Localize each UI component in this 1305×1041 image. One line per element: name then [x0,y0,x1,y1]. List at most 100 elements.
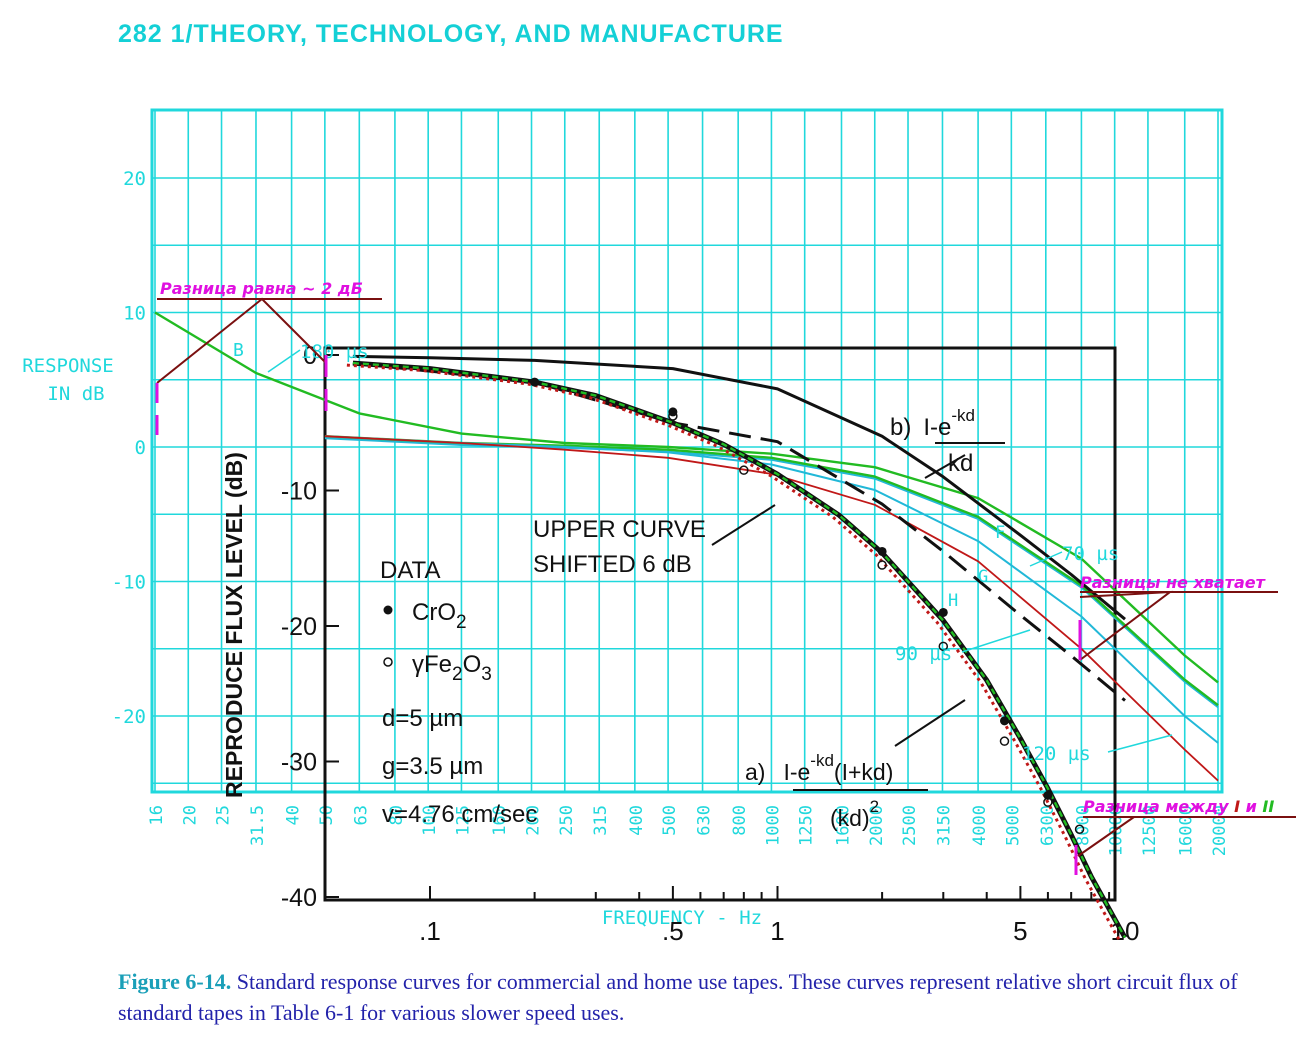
annotation-between: Разница между I и II [1083,797,1274,816]
leader-b [267,349,301,373]
x-tick-label: 1000 [763,805,783,846]
leader-between [1077,816,1135,857]
data-point-fe2o3 [999,736,1010,746]
x-tick-label: 315 [591,805,611,836]
label-formula-a-den: (kd)2 [830,797,879,831]
x-tick-label: 20 [180,805,200,825]
y-axis-label: RESPONSE IN dB [22,355,114,405]
legend-cro2: CrO2 [412,599,467,633]
label-90us: 90 µs [895,643,952,665]
y-axis-label-line1: RESPONSE [22,355,114,377]
x-tick-label: 4000 [970,805,990,846]
label-formula-b: b) I-e-kd [890,406,975,441]
label-curve-h: H [948,591,958,611]
curve-a-red-dotted [346,363,1121,941]
x-tick-label: 160 [490,805,510,836]
label-upper-curve-2: SHIFTED 6 dB [533,551,692,578]
annotation-between-roman1: I [1234,797,1240,816]
label-formula-a: a) I-e-kd(I+kd) [745,751,893,785]
curve-b-green [154,311,1219,684]
x-tick-label: 6300 [1038,805,1058,846]
legend-cro2-base: CrO [412,599,456,626]
legend-fe2o3-sub1: 2 [452,664,463,685]
y-tick-label: -20 [112,706,146,728]
label-formula-b-prefix: b) [890,414,911,441]
x-tick-label: 5000 [1003,805,1023,846]
label-formula-a-den-base: (kd) [830,805,870,831]
chart-svg: 16 20 25 31.5 40 50 63 80 100 125 160 200 250 315 400 5… [22,108,1296,946]
label-v-value: v=4.76 cm/sec [382,801,537,828]
x-tick-label: 100 [420,805,440,836]
label-d-value: d=5 µm [382,705,463,732]
x-tick-label: 630 [695,805,715,836]
y-tick-label: -10 [112,572,146,594]
data-point-cro2 [530,377,540,387]
x-tick-label: 25 [214,805,234,825]
x-tick-label: 400 [627,805,647,836]
label-data-title: DATA [380,557,440,584]
curve-g-cyan [324,435,1219,744]
x-tick-label: 16 [147,805,167,825]
data-point-fe2o3 [668,411,678,421]
leader-90us [961,629,1031,653]
inner-y-tick-label: -20 [281,613,317,641]
x-tick-label: 800 [730,805,750,836]
curve-a-green-overlay [352,361,1127,939]
legend-fe2o3: γFe2O3 [412,651,492,685]
x-axis-label: FREQUENCY - Hz [602,907,762,929]
annotation-between-text: Разница между [1083,797,1234,816]
data-point-cro2 [938,607,948,617]
legend-fe2o3-b: O [463,651,482,678]
leader-missing [1079,590,1174,661]
y-tick-label: 0 [135,437,146,459]
legend-fe2o3-a: γFe [412,651,452,678]
label-180us: 180 µs [300,341,369,363]
inner-x-tick-label: .5 [662,916,684,946]
data-point-fe2o3 [1043,797,1053,807]
label-formula-a-prefix: a) [745,759,765,785]
response-curves [154,311,1219,941]
annotation-missing: Разницы не хватает [1080,573,1267,592]
x-tick-label: 50 [317,805,337,825]
leader-formula-b [924,454,966,479]
page-header: 282 1/THEORY, TECHNOLOGY, AND MANUFACTUR… [118,20,784,48]
x-tick-label: 1600 [833,805,853,846]
figure-caption: Figure 6-14. Standard response curves fo… [118,966,1238,1028]
label-120us: 120 µs [1022,743,1091,765]
x-tick-label: 200 [524,805,544,836]
x-tick-label: 2500 [900,805,920,846]
y-axis-label-line2: IN dB [47,383,104,405]
leader-diff-2db [156,297,326,384]
x-tick-label: 40 [284,805,304,825]
figure-number: Figure 6-14. [118,969,232,994]
data-point-cro2 [999,716,1009,726]
data-point-cro2 [877,546,887,556]
label-70us: 70 µs [1062,543,1119,565]
label-formula-a-num: I-e [783,759,810,785]
y-tick-label: 10 [123,303,146,325]
label-upper-curve-1: UPPER CURVE [533,516,706,543]
x-tick-label: 31.5 [248,805,268,846]
inner-y-tick-label: 0 [303,342,317,370]
data-point-fe2o3 [739,465,749,475]
data-point-fe2o3 [1074,824,1085,834]
inner-frame [323,346,1117,902]
label-formula-b-exp: -kd [951,406,975,425]
caption-text: Standard response curves for commercial … [118,969,1238,1025]
leader-70us [1029,551,1063,567]
x-tick-label: 63 [351,805,371,825]
data-point-fe2o3 [877,560,887,570]
annotation-between-roman2: II [1262,797,1274,816]
x-tick-label: 500 [660,805,680,836]
inner-y-tick-label: -10 [281,478,317,506]
inner-x-tick-label: 5 [1013,916,1027,946]
label-formula-b-num: I-e [923,414,951,441]
x-tick-label: 125 [453,805,473,836]
data-point-cro2 [1043,790,1053,800]
x-tick-label: 2000 [867,805,887,846]
x-tick-label: 8000 [1073,805,1093,846]
y-tick-label: 20 [123,168,146,190]
annotation-diff-2db: Разница равна ~ 2 дБ [160,279,363,298]
x-tick-label: 80 [387,805,407,825]
